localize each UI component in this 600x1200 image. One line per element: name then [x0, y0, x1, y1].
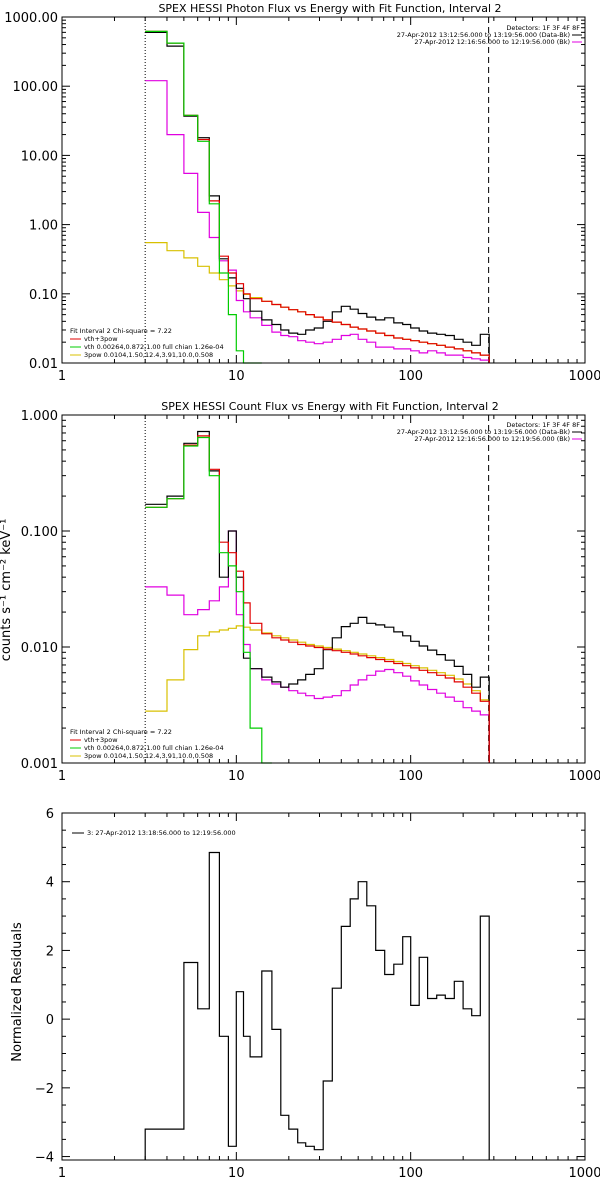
y-tick-label: 0.100: [21, 525, 58, 540]
x-tick-label: 1000: [568, 769, 600, 784]
series-total-line: [145, 30, 490, 363]
photon-legend-data: 27-Apr-2012 13:12:56.000 to 13:19:56.000…: [397, 31, 570, 39]
photon-legend-pow: 3pow 0.0104,1.50,12.4,3.91,10.0,0.508: [84, 351, 213, 359]
series-resid-line: [144, 851, 490, 1160]
x-tick-label: 10: [228, 769, 245, 784]
photon-flux-panel: SPEX HESSI Photon Flux vs Energy with Fi…: [4, 2, 600, 384]
y-tick-label: 0.010: [21, 641, 58, 656]
count-legend-pow: 3pow 0.0104,1.50,12.4,3.91,10.0,0.508: [84, 752, 213, 760]
x-tick-label: 1000: [568, 1166, 600, 1181]
series-bk-line: [145, 80, 490, 363]
x-tick-label: 10: [228, 369, 245, 384]
series-vth-line: [145, 436, 272, 764]
count-legend-right: Detectors: 1F 3F 4F 8F 27-Apr-2012 13:12…: [397, 421, 582, 443]
count-legend-fit: Fit Interval 2 Chi-square = 7.22: [70, 728, 172, 736]
x-tick-label: 100: [398, 369, 423, 384]
x-tick-label: 10: [228, 1166, 245, 1181]
plot-frame: [61, 812, 586, 1161]
residuals-ylabel: Normalized Residuals: [10, 922, 25, 1062]
photon-legend-vth: vth 0.00264,0.872,1.00 full chian 1.26e-…: [84, 343, 224, 351]
y-tick-label: 0: [46, 1013, 54, 1028]
series-data-line: [145, 430, 490, 763]
series-total-line: [145, 435, 490, 763]
x-tick-label: 1: [58, 369, 66, 384]
y-tick-label: −4: [35, 1151, 54, 1166]
count-legend-vth: vth 0.00264,0.872,1.00 full chian 1.26e-…: [84, 744, 224, 752]
plot-frame: [61, 16, 586, 364]
photon-legend-right: Detectors: 1F 3F 4F 8F 27-Apr-2012 13:12…: [397, 24, 582, 46]
photon-legend-fit: Fit Interval 2 Chi-square = 7.22: [70, 327, 172, 335]
y-tick-label: −2: [35, 1082, 54, 1097]
y-tick-label: 0.001: [21, 757, 58, 772]
y-tick-label: 0.10: [29, 288, 58, 303]
count-legend-detectors: Detectors: 1F 3F 4F 8F: [506, 421, 580, 429]
series-pow-line: [145, 625, 490, 763]
photon-legend-left: Fit Interval 2 Chi-square = 7.22 vth+3po…: [70, 327, 224, 359]
photon-legend-total: vth+3pow: [84, 335, 118, 343]
series-data-line: [145, 31, 490, 363]
y-tick-label: 10.00: [21, 149, 58, 164]
count-flux-title: SPEX HESSI Count Flux vs Energy with Fit…: [161, 400, 498, 413]
x-tick-label: 1: [58, 769, 66, 784]
x-tick-label: 1000: [568, 369, 600, 384]
count-legend-total: vth+3pow: [84, 736, 118, 744]
y-tick-label: 2: [46, 944, 54, 959]
x-tick-label: 100: [398, 1166, 423, 1181]
count-flux-panel: SPEX HESSI Count Flux vs Energy with Fit…: [0, 400, 600, 784]
photon-legend-detectors: Detectors: 1F 3F 4F 8F: [506, 24, 580, 32]
count-legend-left: Fit Interval 2 Chi-square = 7.22 vth+3po…: [70, 728, 224, 760]
y-tick-label: 0.01: [29, 357, 58, 372]
y-tick-label: 1.00: [29, 219, 58, 234]
y-tick-label: 1.000: [21, 409, 58, 424]
photon-flux-title: SPEX HESSI Photon Flux vs Energy with Fi…: [158, 2, 501, 15]
x-tick-label: 1: [58, 1166, 66, 1181]
x-tick-label: 100: [398, 769, 423, 784]
plot-frame: [61, 414, 586, 764]
count-flux-ylabel: counts s⁻¹ cm⁻² keV⁻¹: [0, 519, 14, 662]
count-legend-data: 27-Apr-2012 13:12:56.000 to 13:19:56.000…: [397, 428, 570, 436]
y-tick-label: 1000.00: [4, 11, 58, 26]
residuals-legend: 3: 27-Apr-2012 13:18:56.000 to 12:19:56.…: [87, 829, 236, 837]
y-tick-label: 6: [46, 807, 54, 822]
y-tick-label: 4: [46, 876, 54, 891]
photon-legend-bk: 27-Apr-2012 12:16:56.000 to 12:19:56.000…: [414, 38, 570, 46]
residuals-panel: Normalized Residuals 3: 27-Apr-2012 13:1…: [10, 807, 600, 1181]
y-tick-label: 100.00: [13, 80, 59, 95]
count-legend-bk: 27-Apr-2012 12:16:56.000 to 12:19:56.000…: [414, 435, 570, 443]
series-vth-line: [145, 30, 262, 364]
